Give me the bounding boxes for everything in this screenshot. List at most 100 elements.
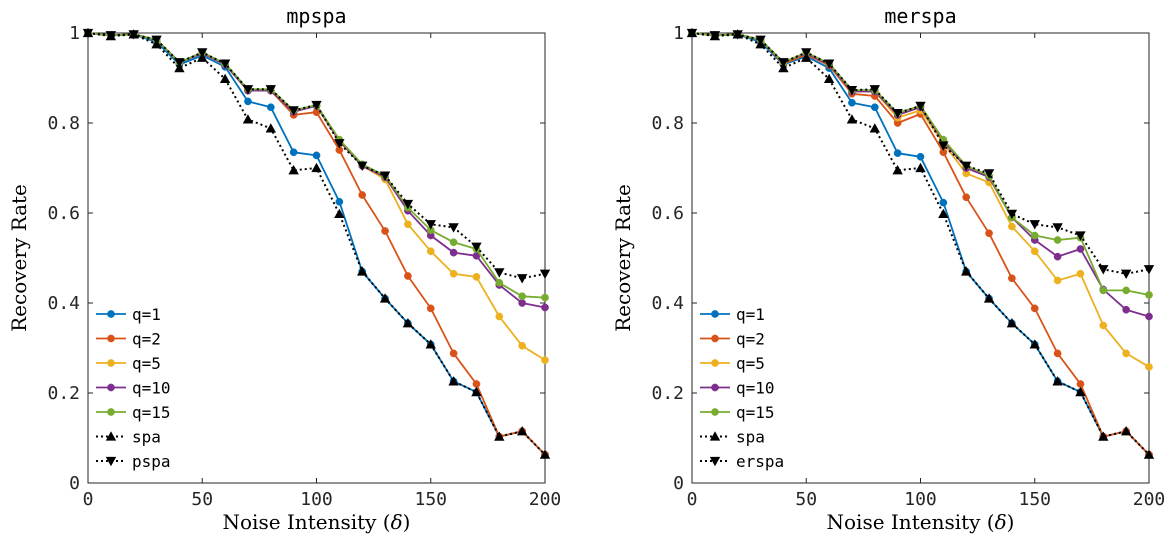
y-axis-label: Recovery Rate [7, 184, 31, 332]
legend-marker-q=15 [107, 408, 115, 416]
data-point-q=1 [335, 197, 344, 206]
data-point-q=2 [985, 229, 993, 238]
y-tick-label: 0.2 [651, 383, 684, 404]
data-point-q=15 [541, 293, 549, 302]
legend-label-erspa: erspa [736, 452, 784, 471]
data-point-spa [1075, 386, 1086, 397]
data-point-spa [334, 208, 345, 219]
data-point-q=5 [1145, 363, 1153, 371]
data-point-erspa [1075, 231, 1086, 241]
data-point-erspa [801, 48, 812, 58]
data-point-spa [219, 73, 231, 84]
data-point-spa [1029, 339, 1040, 349]
legend-label-q=1: q=1 [736, 305, 765, 324]
data-point-pspa [402, 199, 414, 210]
chart-title: mpspa [286, 4, 346, 28]
data-point-erspa [1098, 265, 1109, 275]
data-point-q=2 [404, 272, 412, 280]
data-point-pspa [448, 223, 459, 233]
series-spa [686, 27, 1155, 459]
data-point-q=1 [312, 151, 321, 160]
data-point-q=10 [1122, 305, 1131, 314]
legend-marker-q=10 [711, 383, 719, 392]
data-point-q=2 [1076, 380, 1085, 388]
y-tick-label: 1 [673, 23, 684, 44]
data-point-q=5 [1053, 276, 1062, 285]
data-point-pspa [242, 85, 254, 95]
data-point-spa [1098, 431, 1109, 441]
data-point-q=1 [870, 103, 879, 112]
data-point-q=10 [541, 303, 549, 312]
y-tick-label: 0.4 [651, 293, 684, 314]
data-point-spa [869, 123, 880, 133]
data-point-q=15 [1099, 286, 1108, 295]
data-point-erspa [755, 35, 766, 45]
data-point-q=5 [404, 220, 412, 229]
y-tick-label: 0.2 [47, 383, 80, 404]
data-point-erspa [892, 108, 903, 119]
data-point-pspa [471, 242, 482, 252]
legend-label-q=15: q=15 [736, 403, 775, 422]
legend-marker-erspa [709, 456, 721, 467]
data-point-pspa [425, 220, 436, 230]
data-point-q=1 [893, 149, 902, 157]
data-point-spa [494, 431, 505, 441]
data-point-spa [983, 293, 995, 303]
data-point-spa [242, 114, 254, 124]
data-point-spa [846, 114, 858, 124]
y-tick-label: 1 [69, 23, 80, 44]
data-point-q=5 [1099, 321, 1108, 330]
data-point-erspa [846, 85, 858, 96]
x-tick-label: 0 [83, 489, 94, 510]
y-tick-label: 0.8 [651, 113, 684, 134]
data-point-q=1 [939, 198, 948, 207]
data-point-q=2 [449, 349, 458, 358]
data-point-spa [448, 376, 459, 386]
y-tick-label: 0.6 [651, 203, 684, 224]
data-point-erspa [1029, 220, 1040, 230]
data-point-spa [311, 162, 322, 173]
legend-marker-q=5 [107, 359, 115, 367]
x-axis-label-text: Noise Intensity ( [827, 510, 995, 534]
data-point-spa [288, 165, 299, 175]
legend-marker-spa [105, 431, 117, 441]
data-point-q=15 [495, 278, 504, 287]
data-point-q=5 [449, 269, 458, 278]
x-axis-label-text: Noise Intensity ( [223, 510, 391, 534]
data-point-q=5 [1076, 269, 1085, 278]
legend-label-q=1: q=1 [132, 305, 161, 324]
data-point-pspa [288, 106, 299, 116]
legend-label-spa: spa [736, 428, 765, 447]
data-point-spa [823, 73, 835, 84]
data-point-pspa [151, 35, 162, 45]
x-tick-label: 0 [687, 489, 698, 510]
data-point-q=10 [449, 248, 458, 257]
data-point-spa [1006, 318, 1018, 328]
data-point-q=15 [449, 238, 458, 247]
series-pspa [82, 28, 551, 284]
data-point-q=2 [1030, 304, 1039, 313]
data-point-pspa [265, 85, 276, 95]
data-point-spa [516, 426, 528, 436]
data-point-q=2 [1053, 349, 1062, 358]
data-point-spa [379, 293, 391, 303]
data-point-q=2 [358, 191, 367, 199]
x-tick-label: 200 [1133, 489, 1166, 510]
data-point-pspa [516, 274, 528, 284]
data-point-pspa [494, 268, 505, 278]
data-point-spa [915, 162, 926, 173]
y-tick-label: 0.8 [47, 113, 80, 134]
data-point-pspa [379, 171, 391, 181]
x-axis-label-symbol: δ [995, 510, 1007, 534]
data-point-q=5 [472, 273, 481, 281]
y-axis-label: Recovery Rate [611, 184, 635, 332]
data-point-spa [961, 266, 972, 276]
data-point-q=10 [1145, 312, 1153, 321]
data-point-spa [174, 62, 185, 73]
data-point-pspa [357, 161, 368, 171]
data-point-q=5 [495, 312, 504, 321]
data-point-q=1 [916, 152, 925, 161]
legend-label-q=10: q=10 [736, 379, 775, 398]
series-line-pspa [87, 32, 546, 280]
legend-marker-pspa [105, 456, 117, 467]
